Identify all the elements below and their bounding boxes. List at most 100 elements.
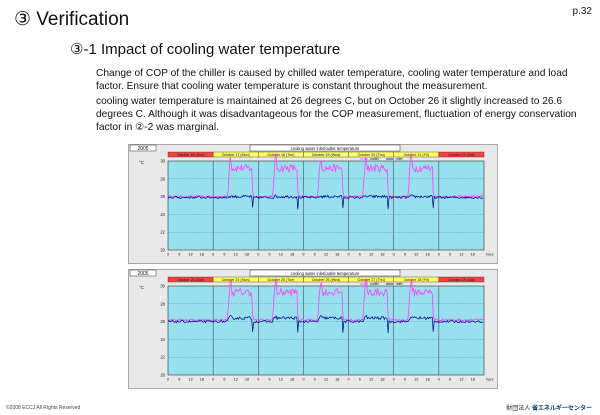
- y-tick-label: 24: [160, 337, 165, 342]
- x-tick-label: 18: [471, 253, 475, 257]
- x-tick-label: 0: [393, 253, 395, 257]
- x-tick-label: 18: [425, 378, 429, 382]
- series-line-outlet: [167, 278, 484, 322]
- x-tick-label: 18: [335, 378, 339, 382]
- x-tick-label: 12: [369, 378, 373, 382]
- x-tick-label: 0: [438, 378, 440, 382]
- chart-title-box: [249, 144, 401, 152]
- x-tick-label: 0: [393, 378, 395, 382]
- x-tick-label: 12: [279, 378, 283, 382]
- x-tick-label: 0: [302, 378, 304, 382]
- chart-week-2: 2005 cooling water inlet/outlet temperatu…: [128, 269, 498, 389]
- day-label: October 24 (Mon): [222, 278, 250, 282]
- x-tick-label: 12: [459, 378, 463, 382]
- day-label: October 16 (Sun): [177, 153, 205, 157]
- x-tick-label: 18: [380, 253, 384, 257]
- x-tick-label: 12: [324, 378, 328, 382]
- x-tick-label: 6: [178, 253, 180, 257]
- x-tick-label: 6: [178, 378, 180, 382]
- page-number: p.32: [572, 6, 592, 17]
- series-line-inlet: [167, 194, 484, 210]
- year-label: 2005: [137, 271, 148, 277]
- x-tick-label: 0: [257, 378, 259, 382]
- x-tick-label: 18: [245, 253, 249, 257]
- x-tick-label: 18: [200, 253, 204, 257]
- y-tick-label: 24: [160, 212, 165, 217]
- x-tick-label: 18: [380, 378, 384, 382]
- day-header: [438, 151, 485, 158]
- x-tick-label: 12: [369, 253, 373, 257]
- day-label: October 26 (Wed): [312, 278, 341, 282]
- x-tick-label: 0: [212, 378, 214, 382]
- y-tick-label: 28: [160, 176, 165, 181]
- paragraph-intro: Change of COP of the chiller is caused b…: [96, 68, 568, 92]
- y-tick-label: 26: [160, 319, 165, 324]
- x-tick-label: 6: [223, 253, 225, 257]
- x-tick-label: 12: [414, 253, 418, 257]
- x-tick-label: 0: [212, 253, 214, 257]
- section-title: ③ Verification: [14, 9, 130, 30]
- series-line-inlet: [167, 315, 484, 334]
- x-tick-label: 12: [188, 378, 192, 382]
- copyright: ©2008 ECCJ All Rights Reserved: [6, 405, 81, 411]
- x-tick-label: 18: [335, 253, 339, 257]
- organization-footer: 財団法人 省エネルギーセンター: [506, 403, 592, 412]
- chart-week-1: 2005 cooling water inlet/outlet temperatu…: [128, 144, 498, 264]
- x-tick-label: 12: [234, 253, 238, 257]
- y-unit-label: °C: [139, 160, 145, 165]
- organization-prefix: 財団法人: [506, 406, 531, 412]
- y-unit-label: °C: [139, 285, 145, 290]
- day-label: October 19 (Wed): [312, 153, 341, 157]
- chart-title: cooling water inlet/outlet temperature: [291, 271, 360, 276]
- y-tick-label: 22: [160, 230, 165, 235]
- x-tick-label: 12: [234, 378, 238, 382]
- x-tick-label: 12: [279, 253, 283, 257]
- x-tick-label: 0: [348, 378, 350, 382]
- chart-title: cooling water inlet/outlet temperature: [291, 146, 360, 151]
- chart-svg: 2005 cooling water inlet/outlet temperatu…: [128, 269, 498, 389]
- x-tick-label: 6: [269, 378, 271, 382]
- y-tick-label: 26: [160, 194, 165, 199]
- x-unit-label: hour: [486, 378, 494, 382]
- x-tick-label: 12: [414, 378, 418, 382]
- year-tab: [129, 269, 157, 277]
- x-tick-label: 0: [167, 378, 169, 382]
- day-label: October 17 (Mon): [222, 153, 250, 157]
- chart-title-box: [249, 269, 401, 277]
- day-header: [438, 276, 485, 283]
- section-subtitle: ③-1 Impact of cooling water temperature: [70, 41, 341, 58]
- x-tick-label: 12: [188, 253, 192, 257]
- day-label: October 28 (Fri): [404, 278, 429, 282]
- x-tick-label: 18: [471, 378, 475, 382]
- legend-outlet: outlet: [370, 157, 379, 161]
- x-tick-label: 12: [459, 253, 463, 257]
- x-tick-label: 6: [449, 253, 451, 257]
- year-label: 2005: [137, 146, 148, 152]
- x-tick-label: 6: [314, 378, 316, 382]
- x-tick-label: 6: [359, 378, 361, 382]
- x-tick-label: 18: [290, 253, 294, 257]
- x-tick-label: 6: [449, 378, 451, 382]
- x-tick-label: 6: [404, 253, 406, 257]
- x-tick-label: 0: [348, 253, 350, 257]
- day-label: October 27 (Thu): [357, 278, 384, 282]
- x-tick-label: 18: [245, 378, 249, 382]
- x-tick-label: 12: [324, 253, 328, 257]
- x-tick-label: 6: [404, 378, 406, 382]
- y-tick-label: 22: [160, 355, 165, 360]
- day-label: October 21 (Fri): [404, 153, 429, 157]
- plot-area: [167, 160, 485, 251]
- chart-svg: 2005 cooling water inlet/outlet temperatu…: [128, 144, 498, 264]
- legend-inlet: inlet: [396, 282, 402, 286]
- x-tick-label: 6: [359, 253, 361, 257]
- year-tab: [129, 144, 157, 152]
- x-tick-label: 0: [257, 253, 259, 257]
- x-tick-label: 0: [302, 253, 304, 257]
- x-tick-label: 6: [314, 253, 316, 257]
- y-tick-label: 30: [160, 159, 165, 164]
- y-tick-label: 20: [160, 248, 165, 253]
- y-tick-label: 30: [160, 284, 165, 289]
- x-tick-label: 0: [167, 253, 169, 257]
- legend-outlet: outlet: [370, 282, 379, 286]
- legend-inlet: inlet: [396, 157, 402, 161]
